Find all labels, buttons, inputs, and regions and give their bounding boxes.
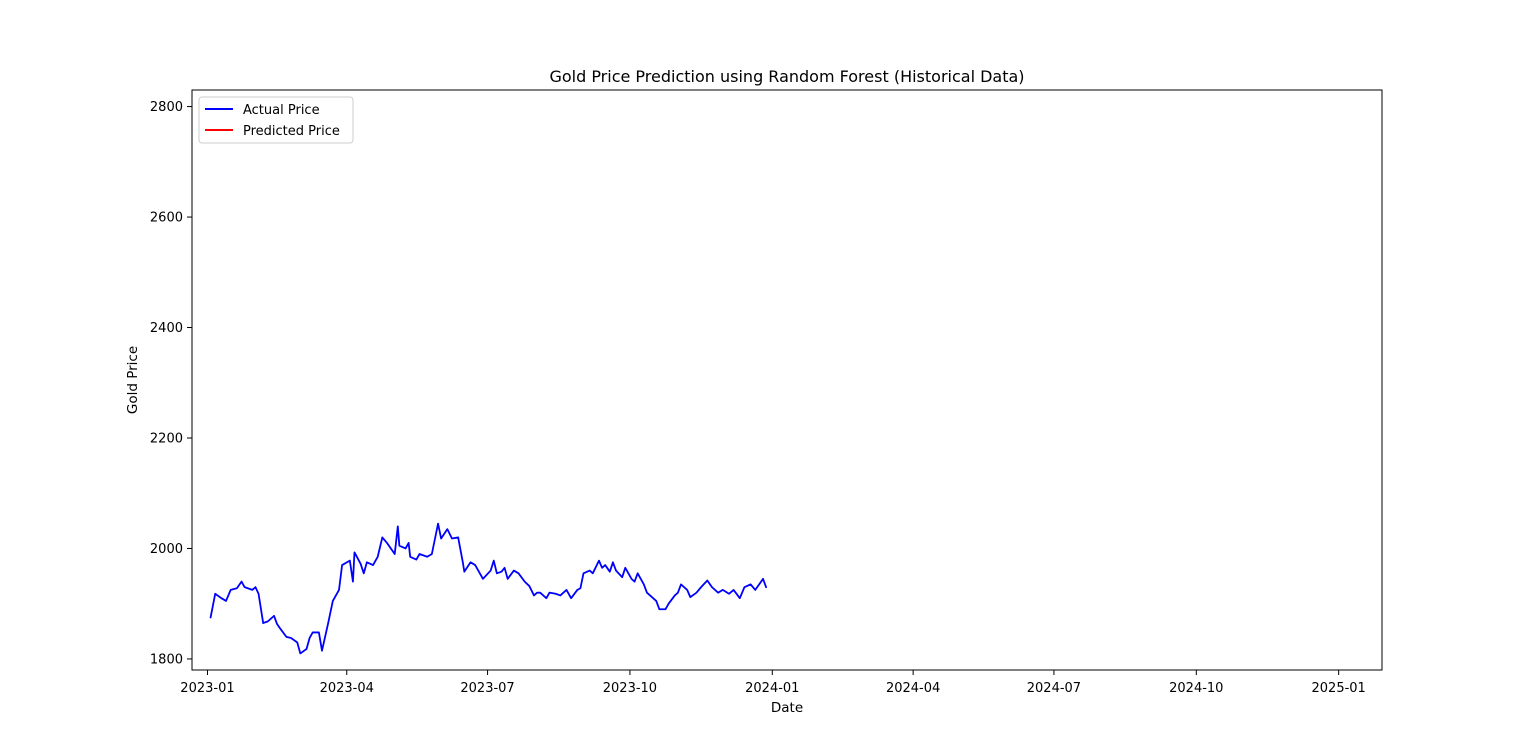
x-tick-label: 2024-07 xyxy=(1027,681,1081,696)
series-layer xyxy=(209,522,768,655)
x-tick-label: 2023-10 xyxy=(603,681,657,696)
x-tick-label: 2024-10 xyxy=(1169,681,1223,696)
plot-background xyxy=(192,90,1382,670)
legend-label-actual: Actual Price xyxy=(243,103,320,118)
y-tick-label: 2800 xyxy=(150,100,183,115)
y-tick-label: 2200 xyxy=(150,432,183,447)
legend: Actual Price Predicted Price xyxy=(198,96,354,144)
y-tick-label: 2600 xyxy=(150,211,183,226)
y-tick-label: 1800 xyxy=(150,652,183,667)
x-tick-label: 2024-01 xyxy=(745,681,799,696)
series-line-actual-price xyxy=(209,522,768,655)
y-axis-label: Gold Price xyxy=(125,346,141,414)
x-tick-label: 2023-04 xyxy=(320,681,374,696)
plot-area xyxy=(191,89,1383,671)
x-axis: 2023-01 2023-04 2023-07 2023-10 2024-01 2024-… xyxy=(180,670,1366,696)
x-tick-label: 2025-01 xyxy=(1312,681,1366,696)
legend-box xyxy=(198,96,354,144)
legend-label-predicted: Predicted Price xyxy=(243,124,340,139)
y-axis: 1800 2000 2200 2400 2600 2800 xyxy=(150,100,192,667)
x-tick-label: 2023-07 xyxy=(460,681,514,696)
x-axis-label: Date xyxy=(771,700,803,716)
y-tick-label: 2000 xyxy=(150,542,183,557)
y-tick-label: 2400 xyxy=(150,321,183,336)
chart-title: Gold Price Prediction using Random Fores… xyxy=(549,67,1024,86)
plot-frame xyxy=(191,89,1383,671)
x-tick-label: 2024-04 xyxy=(886,681,940,696)
x-tick-label: 2023-01 xyxy=(180,681,234,696)
